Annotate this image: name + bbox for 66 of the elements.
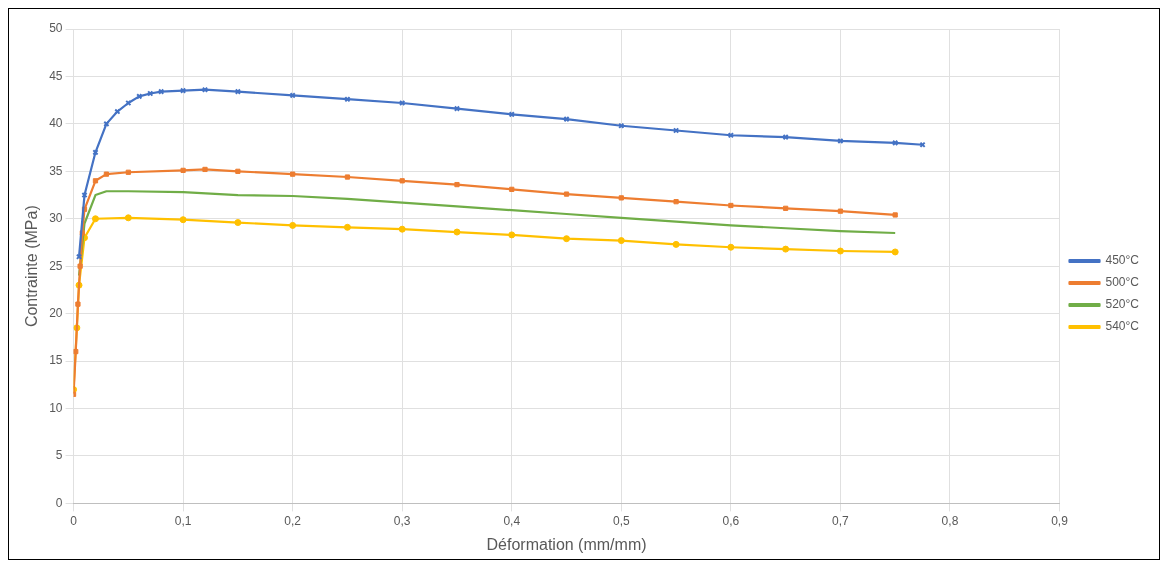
x-tick-label: 0,2 bbox=[284, 513, 302, 528]
x-tick-label: 0,9 bbox=[1051, 513, 1069, 528]
point bbox=[180, 167, 186, 173]
y-tick-label: 40 bbox=[49, 116, 63, 131]
point bbox=[892, 139, 899, 146]
y-tick-label: 20 bbox=[49, 305, 63, 320]
x-tick-label: 0,6 bbox=[722, 513, 740, 528]
point bbox=[103, 171, 110, 177]
point bbox=[563, 235, 571, 243]
point bbox=[290, 171, 296, 177]
y-tick-label: 45 bbox=[49, 68, 63, 83]
point bbox=[73, 348, 79, 355]
point bbox=[672, 240, 680, 248]
point bbox=[343, 223, 351, 231]
point bbox=[508, 231, 516, 239]
point bbox=[234, 219, 242, 227]
legend-label: 500°C bbox=[1105, 275, 1140, 290]
x-tick-label: 0,5 bbox=[612, 513, 630, 528]
legend-label: 450°C bbox=[1105, 253, 1140, 268]
point bbox=[202, 166, 208, 173]
x-tick-label: 0,4 bbox=[503, 513, 521, 528]
legend-label: 520°C bbox=[1105, 297, 1140, 312]
point bbox=[179, 216, 187, 224]
point bbox=[891, 248, 899, 256]
point bbox=[125, 169, 131, 175]
point bbox=[399, 178, 405, 184]
point bbox=[617, 237, 625, 245]
point bbox=[399, 99, 406, 107]
point bbox=[398, 225, 406, 233]
point bbox=[782, 245, 790, 253]
y-tick-label: 35 bbox=[49, 163, 63, 178]
point bbox=[235, 168, 241, 174]
y-axis-title: Contrainte (MPa) bbox=[23, 205, 41, 328]
point bbox=[453, 228, 461, 236]
x-tick-label: 0,1 bbox=[174, 513, 192, 528]
y-tick-label: 0 bbox=[55, 495, 63, 510]
x-tick-label: 0 bbox=[70, 513, 78, 528]
x-tick-label: 0,8 bbox=[941, 513, 959, 528]
point bbox=[836, 247, 844, 255]
point bbox=[727, 243, 735, 251]
y-tick-label: 5 bbox=[55, 448, 63, 463]
point bbox=[892, 212, 898, 218]
point bbox=[91, 215, 99, 223]
point bbox=[75, 301, 81, 307]
point bbox=[92, 178, 99, 184]
point bbox=[563, 191, 570, 197]
y-tick-label: 10 bbox=[49, 400, 63, 415]
y-tick-label: 15 bbox=[49, 353, 63, 368]
legend-label: 540°C bbox=[1105, 319, 1140, 334]
y-tick-label: 25 bbox=[49, 258, 63, 273]
point bbox=[77, 263, 83, 269]
x-axis-title: Déformation (mm/mm) bbox=[486, 535, 647, 553]
point bbox=[618, 195, 624, 201]
point bbox=[454, 181, 460, 188]
y-tick-label: 30 bbox=[49, 211, 63, 226]
point bbox=[509, 186, 515, 192]
point bbox=[673, 199, 679, 205]
point bbox=[783, 205, 789, 211]
point bbox=[728, 202, 734, 209]
y-tick-label: 50 bbox=[49, 21, 63, 36]
point bbox=[124, 214, 132, 222]
point bbox=[289, 221, 297, 229]
x-tick-label: 0,3 bbox=[393, 513, 411, 528]
point bbox=[344, 174, 351, 180]
point bbox=[837, 208, 844, 214]
x-tick-label: 0,7 bbox=[832, 513, 850, 528]
